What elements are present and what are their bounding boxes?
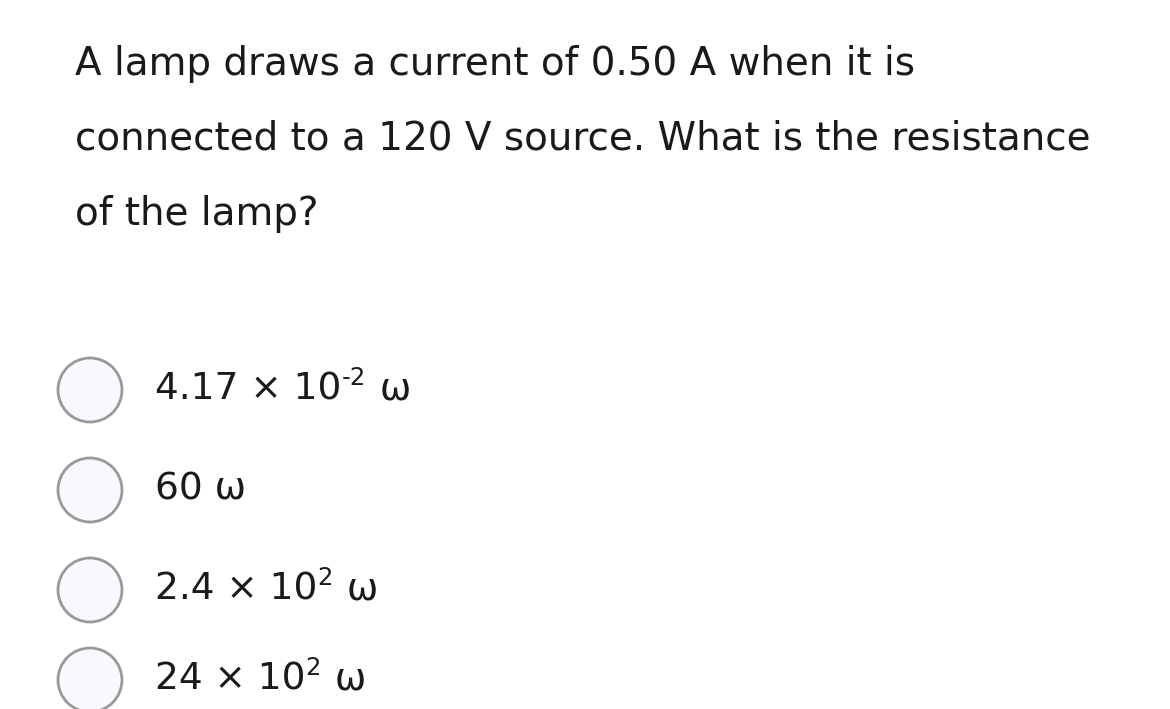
Text: connected to a 120 V source. What is the resistance: connected to a 120 V source. What is the… [75, 120, 1090, 158]
Text: 2.4 × 10: 2.4 × 10 [154, 572, 317, 608]
Text: 60 ω: 60 ω [154, 472, 246, 508]
Ellipse shape [58, 458, 122, 522]
Text: -2: -2 [342, 366, 366, 390]
Text: A lamp draws a current of 0.50 A when it is: A lamp draws a current of 0.50 A when it… [75, 45, 915, 83]
Text: 4.17 × 10: 4.17 × 10 [154, 372, 342, 408]
Text: 24 × 10: 24 × 10 [154, 662, 305, 698]
Text: ω: ω [367, 372, 411, 408]
Text: 2: 2 [305, 656, 321, 680]
Text: ω: ω [335, 572, 378, 608]
Text: 2: 2 [317, 566, 333, 590]
Text: ω: ω [323, 662, 366, 698]
Ellipse shape [58, 648, 122, 709]
Text: of the lamp?: of the lamp? [75, 195, 318, 233]
Ellipse shape [58, 558, 122, 622]
Ellipse shape [58, 358, 122, 422]
